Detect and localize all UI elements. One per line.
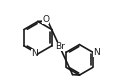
Text: O: O xyxy=(42,15,49,24)
Text: N: N xyxy=(31,49,37,58)
Text: Br: Br xyxy=(55,42,65,51)
Text: N: N xyxy=(93,48,100,57)
